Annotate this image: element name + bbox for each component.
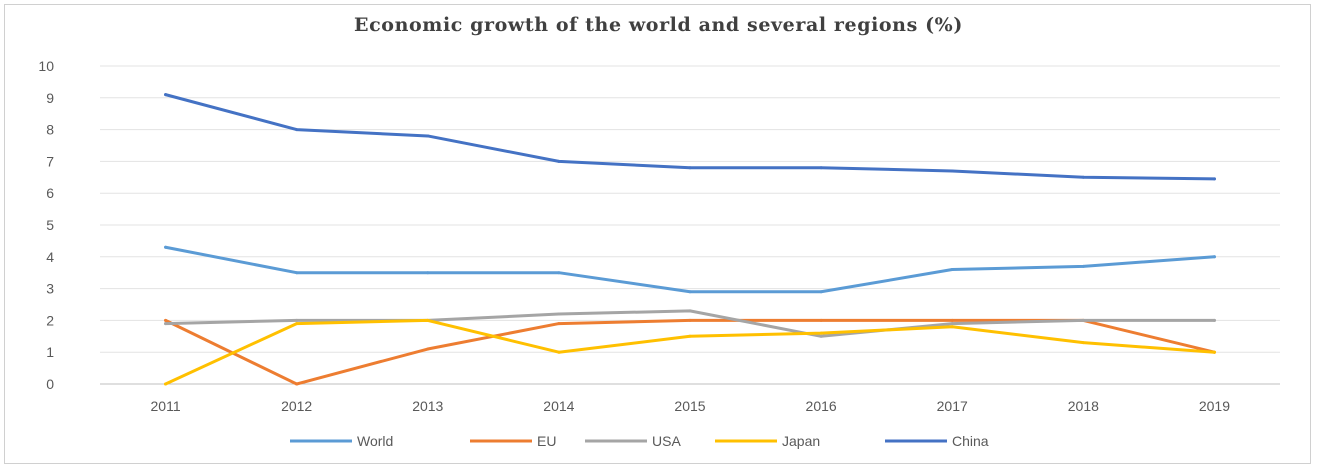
data-point [295,322,299,326]
y-tick-label: 4 [46,249,54,265]
data-point [950,268,954,272]
y-tick-label: 1 [46,344,54,360]
x-tick-label: 2011 [151,398,181,414]
data-point [1212,177,1216,181]
x-axis-ticks: 2011 2012 2013 2014 2015 2016 2017 2018 2019 [151,398,1231,414]
series-lines [164,93,1216,386]
legend-label: Japan [782,433,820,449]
data-point [426,271,430,275]
data-point [688,290,692,294]
y-tick-label: 6 [46,185,54,201]
series-usa [164,309,1216,338]
data-point [426,134,430,138]
x-tick-label: 2019 [1199,398,1230,414]
legend-label: World [357,433,393,449]
data-point [819,318,823,322]
legend-label: China [952,433,989,449]
data-point [819,334,823,338]
data-point [819,331,823,335]
data-point [688,318,692,322]
legend-label: EU [537,433,556,449]
data-point [426,347,430,351]
legend-item-china: China [885,433,989,449]
data-point [1212,255,1216,259]
data-point [164,318,168,322]
legend-item-eu: EU [470,433,556,449]
data-point [295,318,299,322]
y-tick-label: 10 [38,58,54,74]
data-point [164,322,168,326]
data-point [950,169,954,173]
data-point [688,166,692,170]
data-point [557,271,561,275]
data-point [1081,318,1085,322]
data-point [950,322,954,326]
data-point [1081,175,1085,179]
x-tick-label: 2017 [937,398,968,414]
series-line [164,93,1216,181]
y-tick-label: 9 [46,90,54,106]
data-point [819,290,823,294]
legend-item-world: World [290,433,393,449]
x-tick-label: 2018 [1068,398,1099,414]
data-point [164,382,168,386]
chart-title: Economic growth of the world and several… [354,14,963,36]
data-point [688,334,692,338]
data-point [950,325,954,329]
x-tick-label: 2014 [543,398,574,414]
legend-label: USA [652,433,681,449]
x-tick-label: 2015 [674,398,705,414]
data-point [164,93,168,97]
data-point [295,271,299,275]
y-tick-label: 2 [46,312,54,328]
data-point [295,128,299,132]
data-point [426,318,430,322]
y-tick-label: 3 [46,281,54,297]
data-point [819,166,823,170]
series-line [164,245,1216,294]
legend: World EU USA Japan China [290,433,989,449]
data-point [950,318,954,322]
chart-frame [4,4,1311,464]
legend-item-usa: USA [585,433,681,449]
data-point [557,350,561,354]
data-point [557,159,561,163]
data-point [557,322,561,326]
legend-item-japan: Japan [715,433,820,449]
data-point [557,312,561,316]
data-point [1212,350,1216,354]
series-world [164,245,1216,294]
x-tick-label: 2016 [806,398,837,414]
y-tick-label: 0 [46,376,54,392]
data-point [688,309,692,313]
data-point [1212,318,1216,322]
data-point [1081,341,1085,345]
data-point [1081,264,1085,268]
data-point [295,382,299,386]
y-axis-ticks: 0 1 2 3 4 5 6 7 8 9 10 [38,58,54,392]
y-tick-label: 7 [46,153,54,169]
x-tick-label: 2013 [412,398,443,414]
data-point [164,245,168,249]
series-china [164,93,1216,181]
y-tick-label: 5 [46,217,54,233]
y-tick-label: 8 [46,122,54,138]
series-japan [164,318,1216,386]
x-tick-label: 2012 [281,398,312,414]
